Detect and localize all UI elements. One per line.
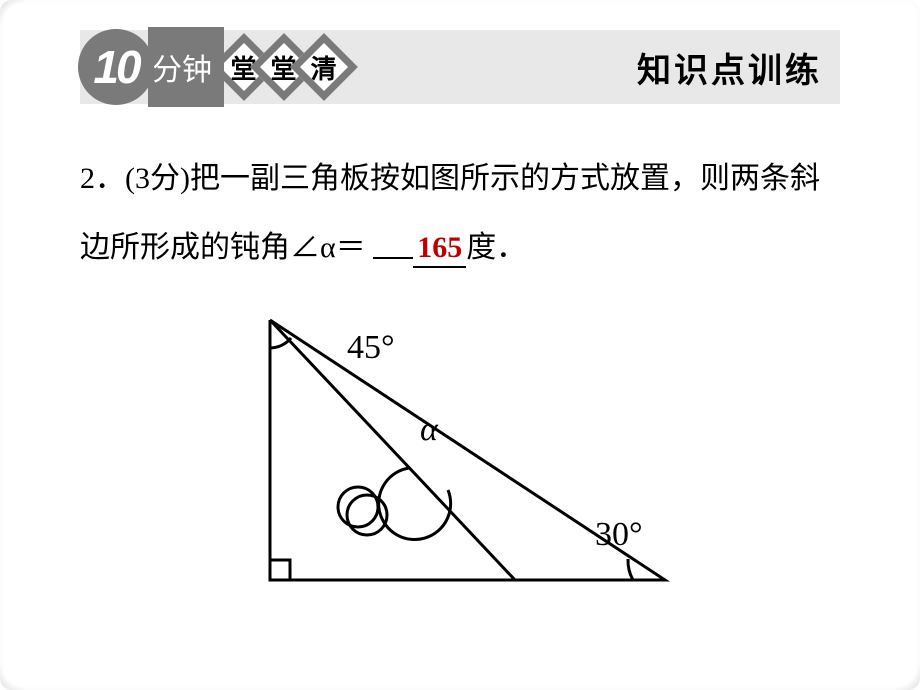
angle-30-label: 30° <box>595 516 643 553</box>
slide-page: 10 分钟 堂 堂 清 知识点训练 2．(3分)把一副三角板按如图所示的方式放置… <box>0 0 920 690</box>
diamond-group: 堂 堂 清 <box>228 43 348 91</box>
question-text: 2．(3分)把一副三角板按如图所示的方式放置，则两条斜边所形成的钝角∠α＝ 16… <box>80 144 840 282</box>
minutes-label: 分钟 <box>148 27 224 107</box>
corner-decoration <box>0 0 24 24</box>
alpha-label: α <box>420 411 439 448</box>
answer-value: 165 <box>413 231 466 268</box>
badge-group: 10 分钟 <box>80 27 224 107</box>
diamond-char: 清 <box>290 33 358 101</box>
header-title: 知识点训练 <box>637 43 822 92</box>
geometry-figure: 45° 30° α <box>225 310 695 630</box>
number-badge: 10 <box>78 29 154 105</box>
corner-decoration <box>896 666 920 690</box>
angle-45-label: 45° <box>347 329 395 366</box>
corner-decoration <box>0 666 24 690</box>
question-suffix: 度． <box>466 231 526 264</box>
blank-line <box>373 257 413 259</box>
badge-number: 10 <box>93 40 138 94</box>
triangle-diagram-svg: 45° 30° α <box>225 310 695 630</box>
header-banner: 10 分钟 堂 堂 清 知识点训练 <box>80 30 840 104</box>
